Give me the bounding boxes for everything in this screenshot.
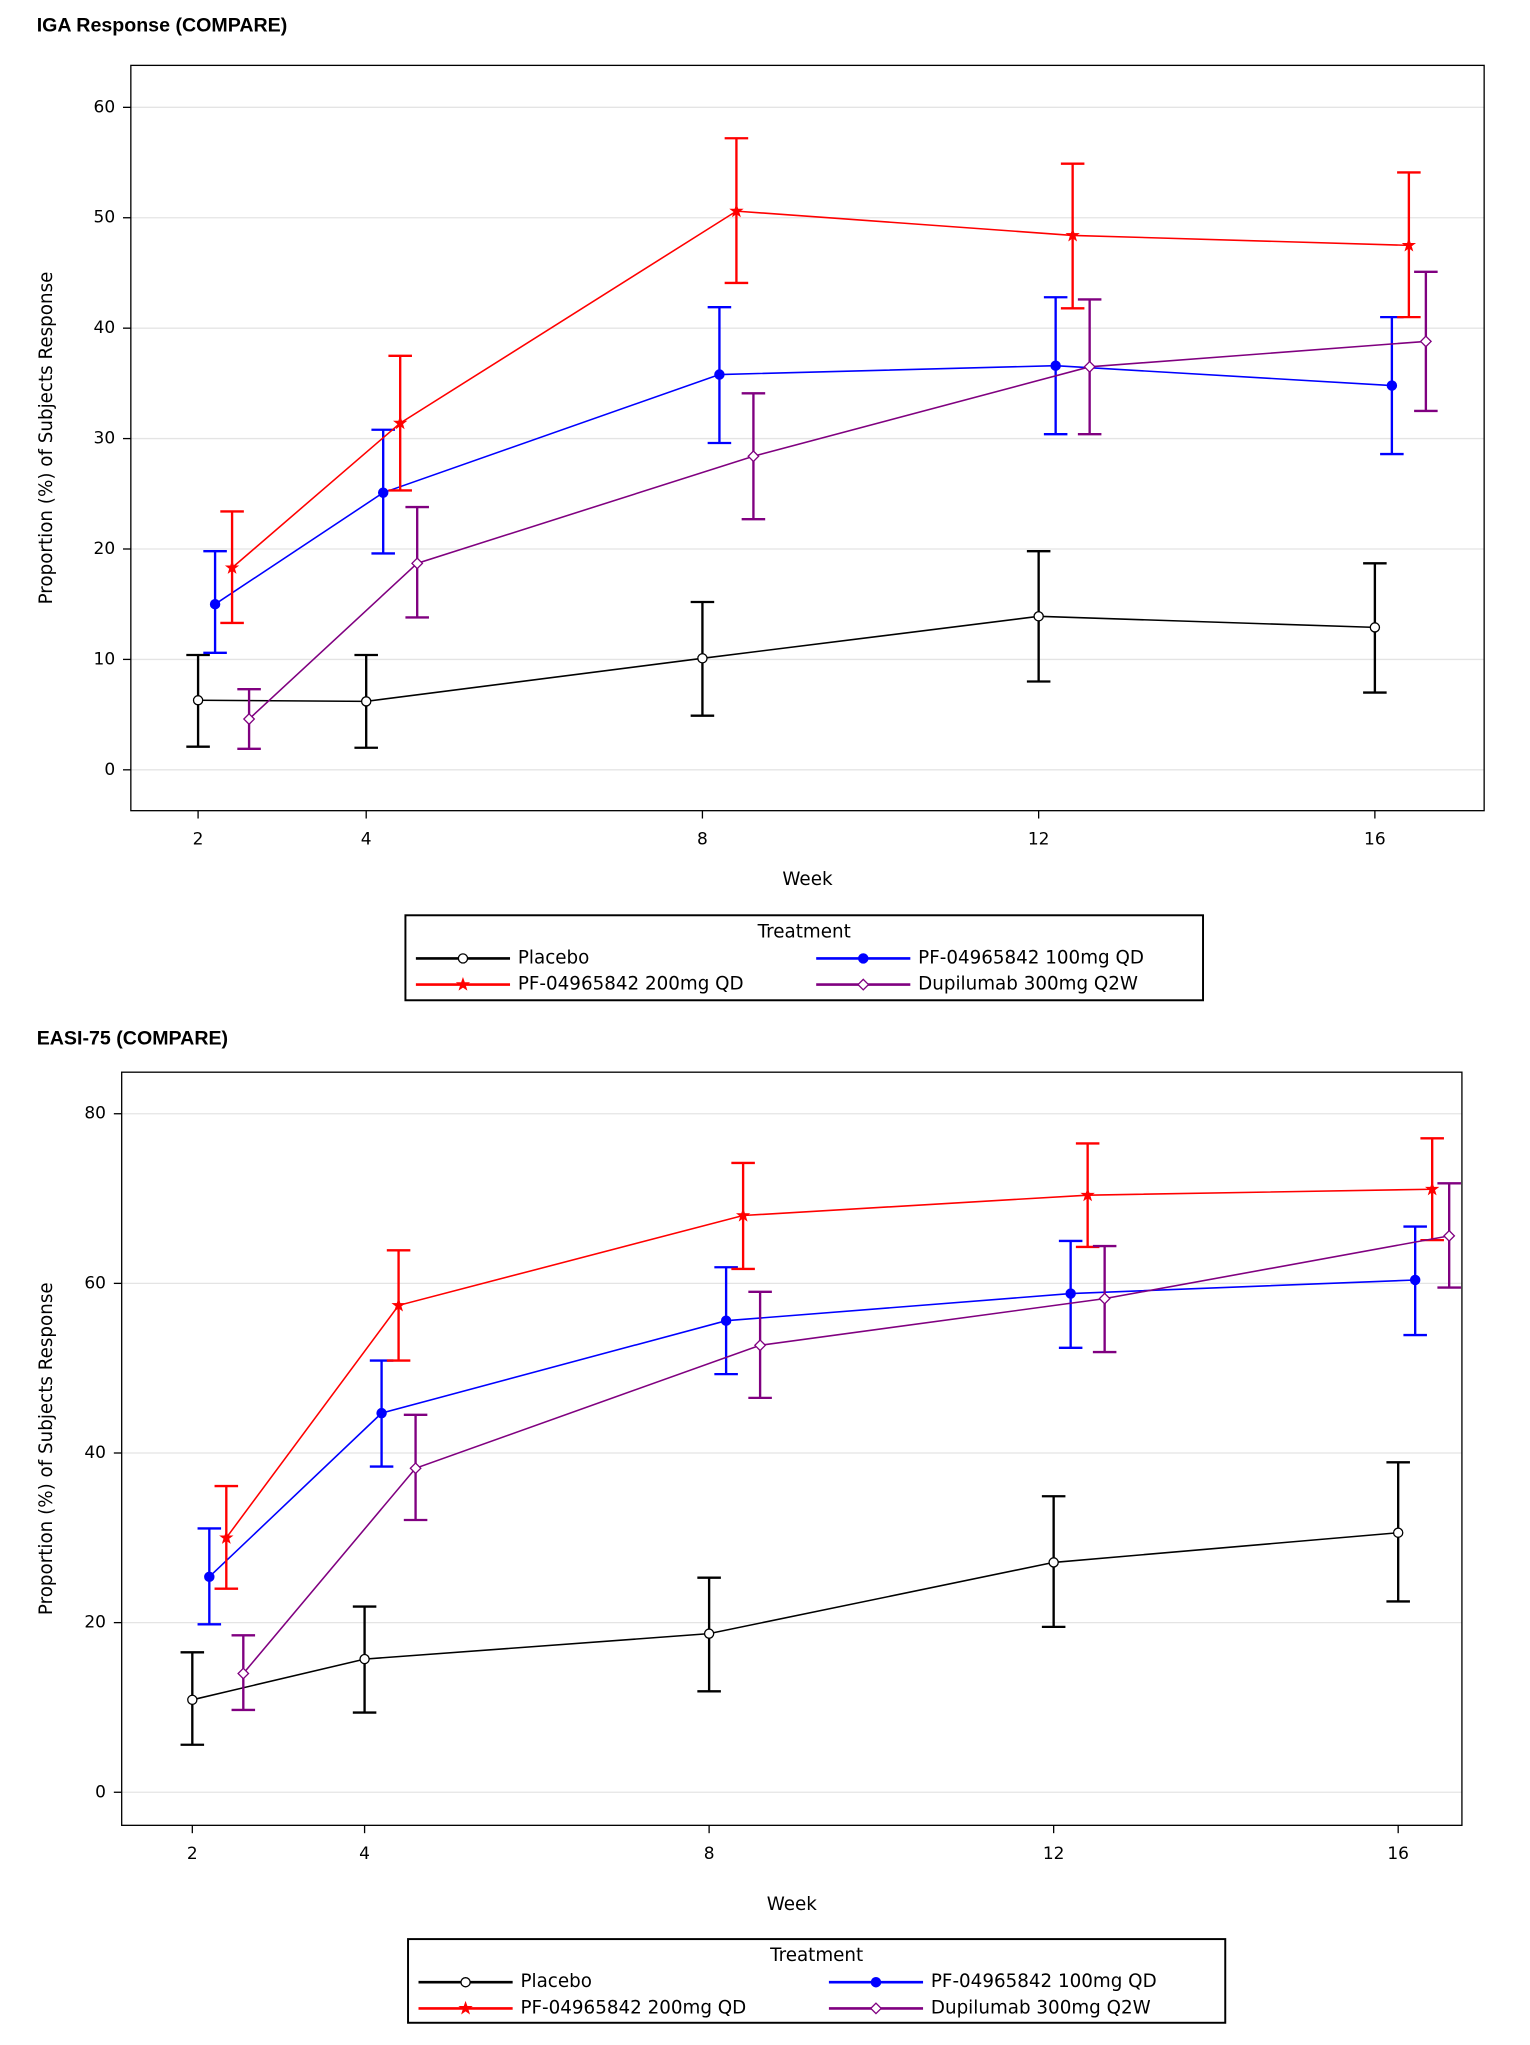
marker	[455, 977, 471, 991]
legend-box	[407, 1938, 1227, 2024]
marker	[869, 2002, 883, 2015]
plot-frame	[130, 64, 1485, 812]
plot-frame	[121, 1071, 1463, 1826]
marker	[360, 696, 372, 707]
marker	[1033, 611, 1044, 622]
marker	[359, 1653, 370, 1665]
marker	[377, 487, 389, 498]
marker	[209, 598, 221, 610]
x-axis-label: Week	[782, 869, 833, 890]
marker	[753, 1339, 767, 1352]
marker	[870, 1977, 882, 1988]
marker	[1401, 237, 1417, 252]
y-tick-label: 10	[94, 649, 116, 669]
marker	[720, 1315, 732, 1326]
marker	[460, 1977, 471, 1988]
y-tick-label: 60	[94, 97, 116, 117]
marker	[714, 369, 725, 380]
marker	[391, 1297, 406, 1312]
marker	[858, 953, 869, 964]
series-line	[192, 1531, 1399, 1701]
marker	[393, 415, 408, 430]
x-tick-label: 4	[361, 829, 372, 849]
legend-label: PF-04965842 200mg QD	[520, 1997, 746, 2018]
marker	[1048, 1557, 1059, 1568]
y-tick-label: 40	[84, 1443, 106, 1463]
y-axis-label: Proportion (%) of Subjects Response	[36, 1282, 57, 1615]
legend-title: Treatment	[769, 1945, 863, 1966]
marker	[458, 2000, 473, 2015]
series-line	[242, 1235, 1450, 1675]
marker	[1080, 1187, 1095, 1202]
x-tick-label: 8	[704, 1844, 715, 1864]
marker	[857, 978, 870, 991]
y-tick-label: 80	[84, 1104, 106, 1124]
marker	[729, 203, 744, 218]
y-tick-label: 0	[95, 1782, 106, 1802]
chart-title: IGA Response (COMPARE)	[37, 14, 288, 36]
marker	[735, 1207, 751, 1222]
marker	[1369, 622, 1381, 633]
y-tick-label: 30	[94, 429, 116, 449]
legend-label: Dupilumab 300mg Q2W	[918, 974, 1138, 995]
marker	[457, 953, 469, 964]
legend-label: PF-04965842 200mg QD	[518, 974, 744, 995]
marker	[224, 560, 240, 574]
legend-box	[404, 914, 1205, 1002]
legend-label: Placebo	[520, 1971, 591, 1992]
y-tick-label: 50	[94, 208, 116, 228]
y-tick-label: 20	[84, 1613, 106, 1633]
marker	[192, 695, 204, 706]
chart-title: EASI-75 (COMPARE)	[37, 1028, 228, 1050]
marker	[697, 653, 708, 664]
x-tick-label: 16	[1387, 1844, 1409, 1864]
series-line	[231, 210, 1409, 569]
x-tick-label: 8	[697, 829, 708, 849]
marker	[747, 450, 760, 463]
series-line	[248, 340, 1426, 720]
legend-label: PF-04965842 100mg QD	[931, 1971, 1157, 1992]
marker	[1065, 227, 1080, 242]
y-tick-label: 20	[94, 539, 116, 559]
marker	[411, 557, 424, 570]
x-tick-label: 4	[359, 1844, 370, 1864]
marker	[1409, 1274, 1421, 1286]
marker	[187, 1694, 198, 1706]
x-tick-label: 12	[1028, 829, 1050, 849]
marker	[219, 1530, 234, 1544]
y-tick-label: 0	[104, 760, 115, 780]
legend-label: PF-04965842 100mg QD	[918, 947, 1144, 968]
marker	[703, 1628, 715, 1639]
legend-title: Treatment	[757, 921, 851, 942]
marker	[242, 712, 256, 726]
marker	[237, 1667, 250, 1680]
marker	[1443, 1229, 1456, 1243]
marker	[1386, 380, 1398, 391]
marker	[1392, 1527, 1404, 1538]
series-line	[225, 1188, 1433, 1539]
marker	[1098, 1292, 1111, 1305]
legend-label: Placebo	[518, 947, 589, 968]
marker	[1425, 1181, 1440, 1196]
legend-label: Dupilumab 300mg Q2W	[931, 1997, 1151, 2018]
marker	[204, 1571, 215, 1583]
y-tick-label: 40	[94, 318, 116, 338]
marker	[1419, 335, 1433, 348]
marker	[1083, 360, 1096, 373]
y-tick-label: 60	[84, 1273, 106, 1293]
series-line	[208, 1279, 1416, 1578]
marker	[1065, 1288, 1076, 1299]
x-tick-label: 2	[193, 829, 204, 849]
marker	[409, 1462, 422, 1475]
x-axis-label: Week	[767, 1894, 818, 1915]
x-tick-label: 2	[187, 1844, 198, 1864]
series-line	[214, 364, 1392, 605]
marker	[376, 1407, 387, 1419]
x-tick-label: 12	[1043, 1844, 1065, 1864]
y-axis-label: Proportion (%) of Subjects Response	[36, 272, 57, 605]
marker	[1050, 360, 1061, 371]
x-tick-label: 16	[1364, 829, 1386, 849]
